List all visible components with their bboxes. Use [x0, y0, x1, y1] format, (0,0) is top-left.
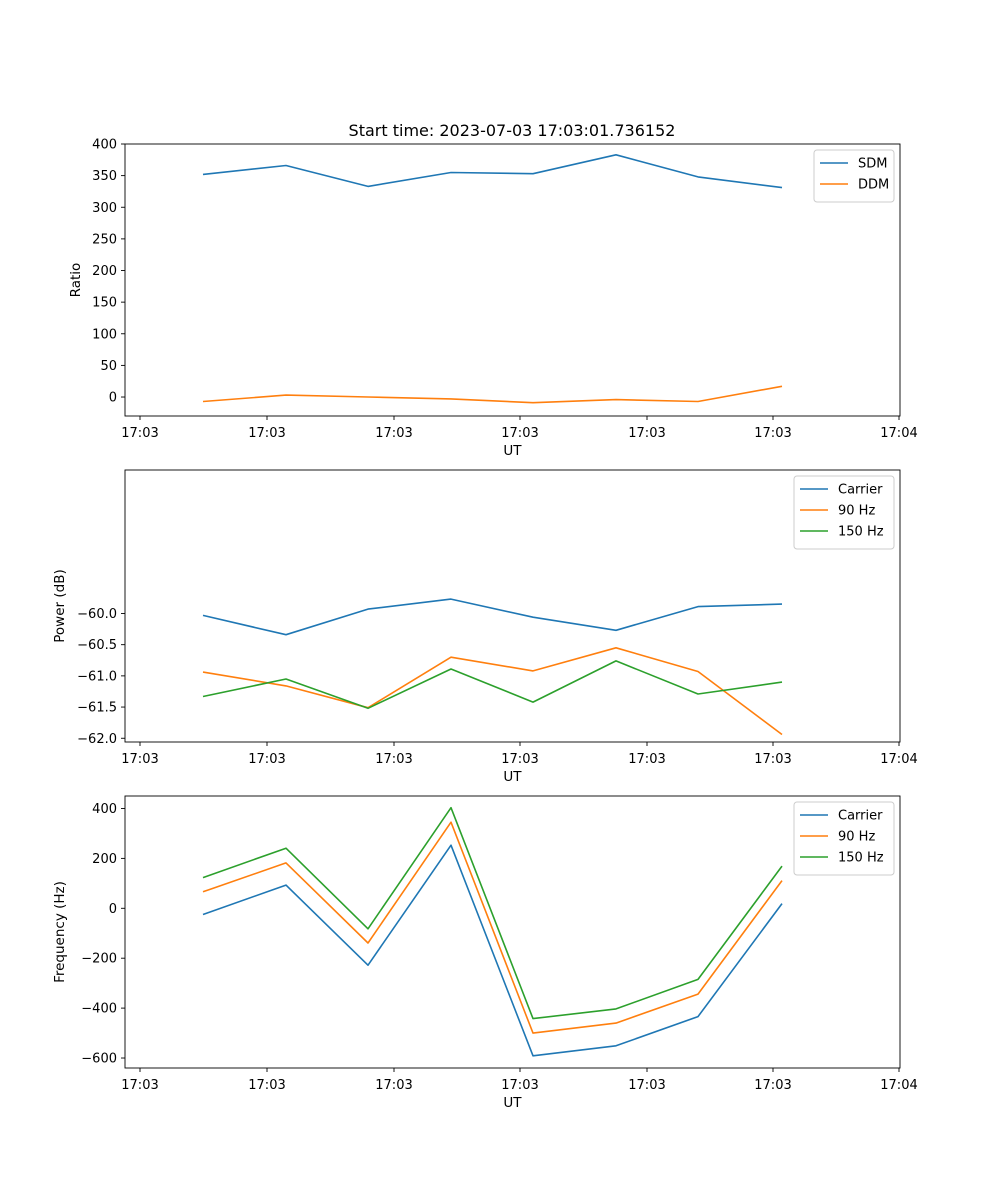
frequency-y-tick-label: 200 — [92, 852, 117, 867]
ratio-y-tick-label: 300 — [92, 201, 117, 216]
frequency-y-tick-label: 400 — [92, 802, 117, 817]
frequency-legend-label-90-hz: 90 Hz — [838, 830, 875, 845]
ratio-y-tick-label: 150 — [92, 296, 117, 311]
power-y-axis-label: Power (dB) — [52, 569, 68, 642]
ratio-y-tick-label: 50 — [100, 359, 117, 374]
power-x-tick-label: 17:04 — [880, 752, 917, 767]
ratio-y-tick-label: 350 — [92, 169, 117, 184]
power-series-90-hz-line — [202, 646, 783, 736]
frequency-x-tick-label: 17:03 — [628, 1078, 665, 1093]
frequency-x-tick-label: 17:04 — [880, 1078, 917, 1093]
frequency-y-tick-label: −200 — [81, 952, 117, 967]
power-x-tick-label: 17:03 — [375, 752, 412, 767]
power-y-tick-label: −61.0 — [77, 669, 117, 684]
frequency-x-tick-label: 17:03 — [501, 1078, 538, 1093]
power-x-tick-label: 17:03 — [248, 752, 285, 767]
power-panel: 17:03 17:03 17:03 17:03 17:03 17:03 17:04 −62.0… — [52, 469, 918, 785]
figure-title: Start time: 2023-07-03 17:03:01.736152 — [349, 121, 676, 140]
power-y-tick-label: −60.0 — [77, 607, 117, 622]
ratio-legend-label-sdm: SDM — [858, 157, 887, 172]
frequency-x-axis-label: UT — [503, 1095, 522, 1111]
power-series-carrier-line — [202, 598, 783, 636]
ratio-panel: 17:03 17:03 17:03 17:03 17:03 17:03 17:04 0 50 10… — [68, 138, 918, 460]
ratio-y-tick-label: 100 — [92, 327, 117, 342]
power-x-tick-label: 17:03 — [501, 752, 538, 767]
frequency-series-150-hz-line — [202, 806, 783, 1020]
frequency-series-carrier-line — [202, 844, 783, 1057]
power-legend-label-150-hz: 150 Hz — [838, 525, 884, 540]
ratio-legend-label-ddm: DDM — [858, 178, 889, 193]
ratio-y-tick-label: 400 — [92, 138, 117, 153]
frequency-x-tick-label: 17:03 — [121, 1078, 158, 1093]
frequency-y-tick-label: −400 — [81, 1002, 117, 1017]
ratio-x-tick-label: 17:03 — [501, 426, 538, 441]
ratio-series-ddm-line — [202, 385, 783, 404]
power-x-tick-label: 17:03 — [121, 752, 158, 767]
frequency-axes-frame — [124, 795, 901, 1069]
ratio-y-tick-label: 250 — [92, 232, 117, 247]
ratio-x-tick-label: 17:03 — [121, 426, 158, 441]
frequency-x-tick-label: 17:03 — [375, 1078, 412, 1093]
power-y-tick-label: −62.0 — [77, 732, 117, 747]
power-x-axis-label: UT — [503, 769, 522, 785]
ratio-y-tick-label: 200 — [92, 264, 117, 279]
power-series-150-hz-line — [202, 660, 783, 710]
ratio-y-axis-label: Ratio — [68, 263, 84, 298]
ratio-x-axis-label: UT — [503, 443, 522, 459]
ratio-x-tick-label: 17:03 — [754, 426, 791, 441]
power-y-tick-label: −61.5 — [77, 701, 117, 716]
power-legend-label-carrier: Carrier — [838, 483, 883, 498]
frequency-y-tick-label: 0 — [109, 902, 117, 917]
frequency-x-tick-label: 17:03 — [754, 1078, 791, 1093]
ratio-x-tick-label: 17:03 — [248, 426, 285, 441]
ratio-y-tick-label: 0 — [109, 391, 117, 406]
ratio-x-tick-label: 17:04 — [880, 426, 917, 441]
frequency-y-axis-label: Frequency (Hz) — [52, 881, 68, 983]
ratio-x-tick-label: 17:03 — [375, 426, 412, 441]
frequency-y-tick-label: −600 — [81, 1052, 117, 1067]
frequency-legend-label-150-hz: 150 Hz — [838, 851, 884, 866]
power-y-tick-label: −60.5 — [77, 638, 117, 653]
ratio-series-sdm-line — [202, 154, 783, 189]
power-legend-label-90-hz: 90 Hz — [838, 504, 875, 519]
frequency-series-90-hz-line — [202, 821, 783, 1034]
power-x-tick-label: 17:03 — [628, 752, 665, 767]
ratio-x-tick-label: 17:03 — [628, 426, 665, 441]
frequency-legend-label-carrier: Carrier — [838, 809, 883, 824]
power-x-tick-label: 17:03 — [754, 752, 791, 767]
ratio-axes-frame — [124, 143, 901, 417]
frequency-panel: 17:03 17:03 17:03 17:03 17:03 17:03 17:04 −600 −… — [52, 795, 918, 1111]
frequency-x-tick-label: 17:03 — [248, 1078, 285, 1093]
power-axes-frame — [124, 469, 901, 743]
